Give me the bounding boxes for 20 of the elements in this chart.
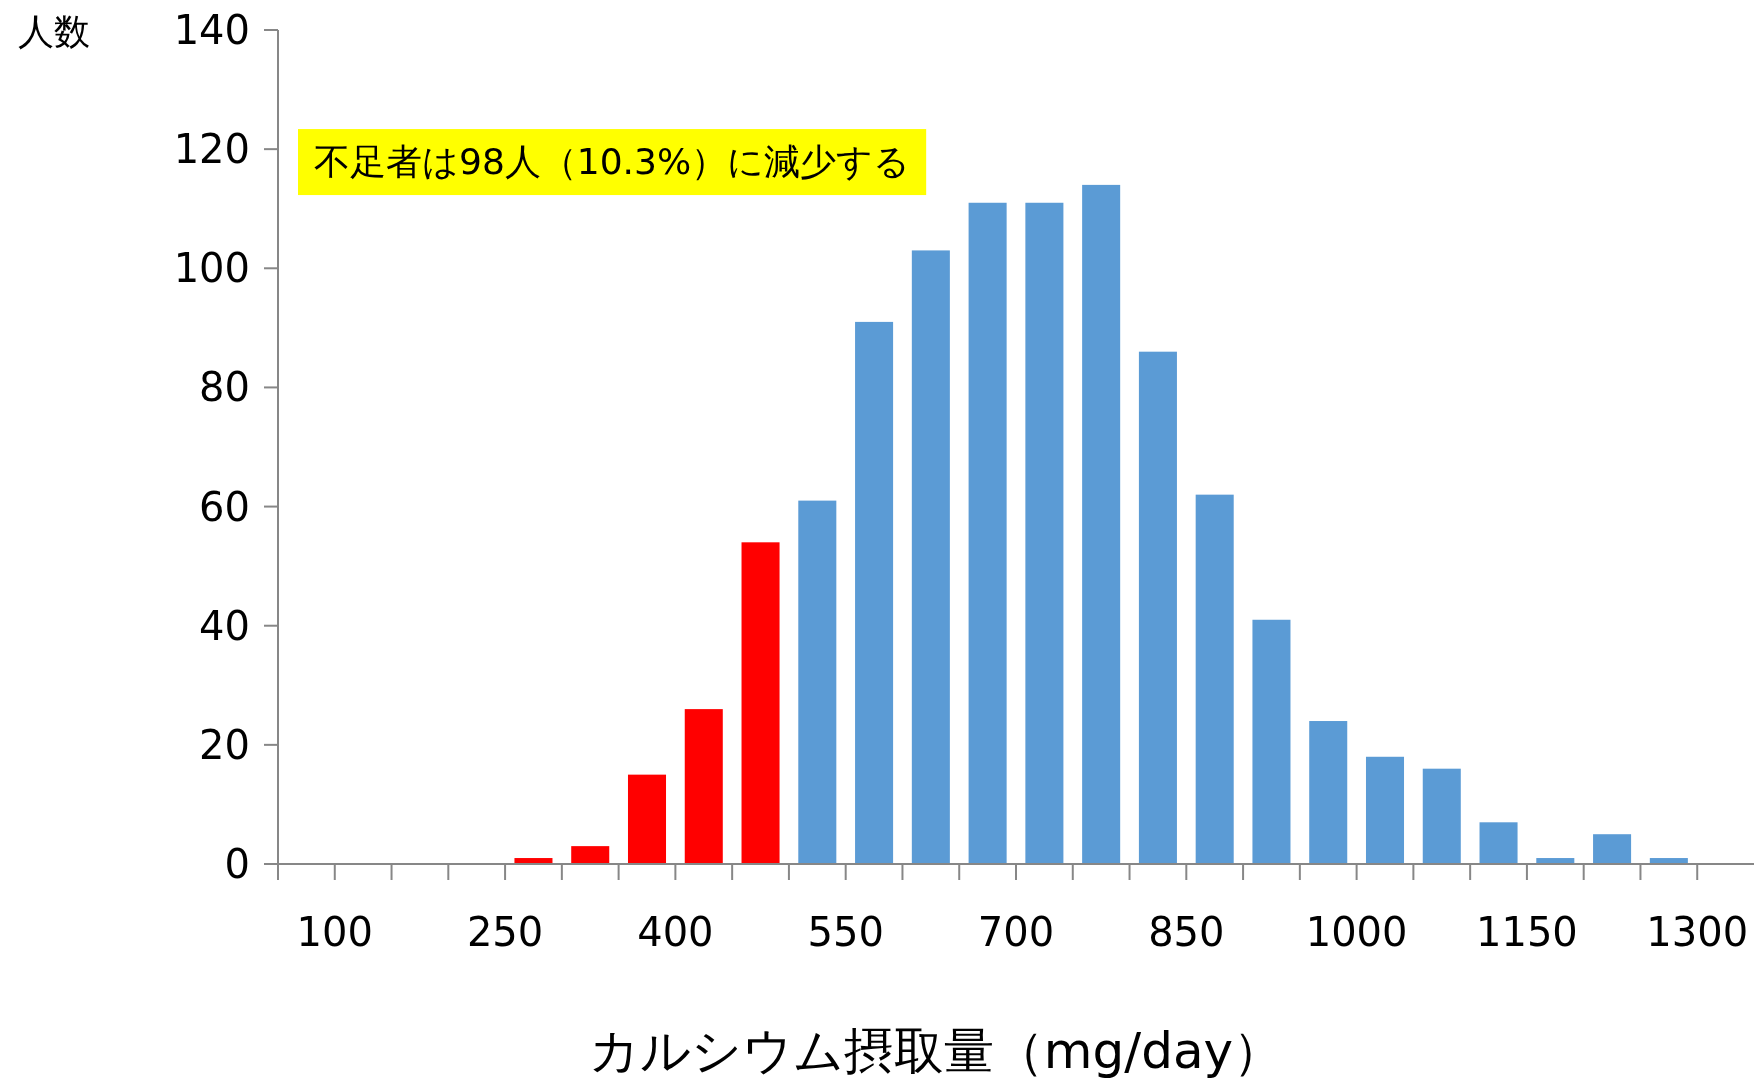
y-tick-label: 140 [173, 7, 250, 53]
x-tick-label: 1300 [1646, 909, 1749, 955]
x-tick-label: 400 [637, 909, 714, 955]
y-tick-label: 60 [199, 483, 250, 530]
x-tick-label: 1000 [1305, 909, 1408, 955]
x-tick-label: 100 [296, 909, 373, 955]
x-tick-label: 250 [466, 909, 544, 955]
y-tick-label: 0 [224, 841, 250, 887]
x-axis-title: カルシウム摂取量（mg/day） [588, 1022, 1284, 1080]
x-tick-label: 1150 [1476, 909, 1578, 955]
y-tick-label: 80 [199, 364, 250, 411]
annotation: 不足者は98人（10.3%）に減少する [314, 141, 911, 183]
x-tick-label: 850 [1148, 909, 1225, 955]
y-tick-label: 40 [199, 602, 250, 649]
x-tick-label: 700 [977, 909, 1055, 955]
y-tick-label: 120 [173, 126, 250, 173]
y-axis-title: 人数 [18, 11, 90, 52]
x-tick-label: 550 [807, 909, 884, 955]
y-tick-label: 100 [173, 245, 250, 292]
y-tick-label: 20 [199, 721, 250, 768]
